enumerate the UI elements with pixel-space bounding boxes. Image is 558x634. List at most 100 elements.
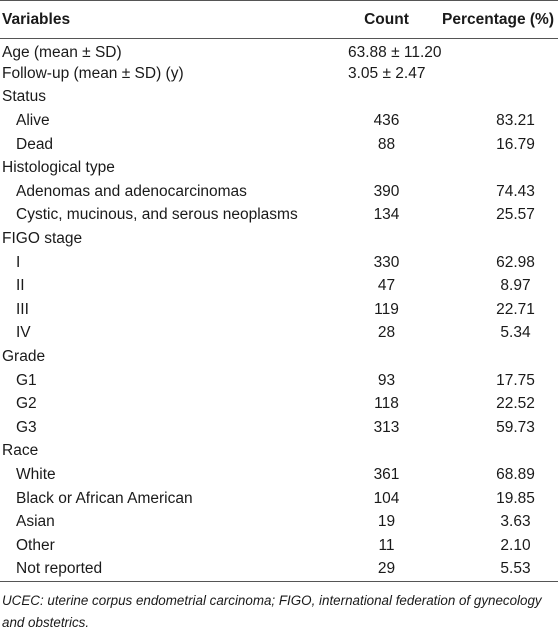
header-count: Count [300, 0, 425, 39]
row-percentage: 5.34 [500, 324, 531, 342]
row-percentage [425, 440, 558, 464]
table-row: G1 93 17.75 [0, 369, 558, 393]
row-count: 390 [373, 182, 400, 200]
row-count: 313 [373, 418, 400, 436]
row-count [300, 86, 425, 110]
row-label: G3 [16, 418, 37, 436]
row-percentage: 22.52 [496, 395, 535, 413]
table-row: Asian 19 3.63 [0, 510, 558, 534]
table-row: Black or African American 104 19.85 [0, 487, 558, 511]
table-row: Grade [0, 345, 558, 369]
row-count: 29 [300, 557, 425, 582]
row-count: 118 [374, 395, 399, 413]
table-row: III 119 22.71 [0, 298, 558, 322]
table-row: Adenomas and adenocarcinomas 390 74.43 [0, 180, 558, 204]
row-percentage: 17.75 [496, 371, 535, 389]
row-label: Not reported [0, 557, 300, 582]
row-label: Alive [16, 112, 50, 130]
table-row: Race [0, 440, 558, 464]
table-row: Age (mean ± SD) 63.88 ± 11.20 [0, 39, 558, 63]
header-variables: Variables [0, 0, 300, 39]
row-label: Dead [16, 135, 54, 153]
row-count [300, 440, 425, 464]
row-label: Status [2, 88, 46, 106]
table-row: White 361 68.89 [0, 463, 558, 487]
row-count: 63.88 ± 11.20 [348, 43, 442, 61]
row-percentage: 59.73 [496, 418, 535, 436]
row-label: Cystic, mucinous, and serous neoplasms [16, 206, 298, 224]
row-label: Adenomas and adenocarcinomas [16, 182, 247, 200]
row-label: I [16, 253, 21, 271]
row-count: 361 [373, 465, 400, 483]
table-row: G3 313 59.73 [0, 416, 558, 440]
row-label: III [16, 300, 29, 318]
row-label: Asian [16, 513, 55, 531]
row-percentage: 25.57 [496, 206, 535, 224]
row-percentage: 8.97 [500, 277, 531, 295]
row-label: Race [2, 442, 39, 460]
row-label: IV [16, 324, 31, 342]
table-row: II 47 8.97 [0, 274, 558, 298]
row-percentage: 68.89 [496, 465, 535, 483]
row-count: 119 [374, 300, 399, 318]
row-percentage [425, 227, 558, 251]
row-percentage [425, 86, 558, 110]
row-label: Follow-up (mean ± SD) (y) [2, 64, 184, 82]
row-count: 3.05 ± 2.47 [348, 64, 426, 82]
row-percentage: 22.71 [496, 300, 535, 318]
row-percentage [425, 156, 558, 180]
table-body: Age (mean ± SD) 63.88 ± 11.20 Follow-up (m… [0, 39, 558, 582]
table-header: Variables Count Percentage (%) [0, 0, 558, 39]
row-percentage [425, 345, 558, 369]
table-row: Not reported 29 5.53 [0, 557, 558, 582]
table-row: Alive 436 83.21 [0, 109, 558, 133]
clinical-characteristics-table: Variables Count Percentage (%) Age (mean… [0, 0, 558, 582]
row-count [300, 156, 425, 180]
header-row: Variables Count Percentage (%) [0, 0, 558, 39]
header-percentage: Percentage (%) [425, 0, 558, 39]
table-footnote: UCEC: uterine corpus endometrial carcino… [2, 592, 542, 630]
row-percentage: 19.85 [496, 489, 535, 507]
row-percentage [425, 62, 558, 86]
row-label: Grade [2, 348, 46, 366]
table-row: Other 11 2.10 [0, 534, 558, 558]
row-count: 104 [373, 489, 400, 507]
row-percentage: 3.63 [500, 513, 531, 531]
row-percentage: 74.43 [496, 182, 535, 200]
row-percentage: 16.79 [496, 135, 535, 153]
row-count [300, 227, 425, 251]
row-percentage: 62.98 [496, 253, 535, 271]
row-count: 19 [377, 513, 396, 531]
row-percentage [425, 39, 558, 63]
table-row: Follow-up (mean ± SD) (y) 3.05 ± 2.47 [0, 62, 558, 86]
row-label: II [16, 277, 25, 295]
row-count: 28 [377, 324, 396, 342]
table-row: IV 28 5.34 [0, 322, 558, 346]
row-percentage: 2.10 [500, 536, 531, 554]
row-count: 93 [377, 371, 396, 389]
table-row: Cystic, mucinous, and serous neoplasms 13… [0, 204, 558, 228]
row-label: Age (mean ± SD) [2, 43, 122, 61]
row-label: G1 [16, 371, 37, 389]
table-row: Status [0, 86, 558, 110]
row-count: 47 [377, 277, 396, 295]
row-label: G2 [16, 395, 37, 413]
table-row: I 330 62.98 [0, 251, 558, 275]
table-row: Histological type [0, 156, 558, 180]
row-label: White [16, 465, 56, 483]
row-label: FIGO stage [2, 230, 83, 248]
row-label: Black or African American [16, 489, 193, 507]
row-label: Other [16, 536, 55, 554]
row-count: 436 [373, 112, 400, 130]
row-count: 134 [373, 206, 400, 224]
row-percentage: 5.53 [425, 557, 558, 582]
table-row: FIGO stage [0, 227, 558, 251]
row-percentage: 83.21 [496, 112, 535, 130]
table-row: Dead 88 16.79 [0, 133, 558, 157]
row-label: Histological type [2, 159, 115, 177]
row-count [300, 345, 425, 369]
table-row: G2 118 22.52 [0, 392, 558, 416]
row-count: 11 [378, 536, 395, 554]
row-count: 330 [373, 253, 400, 271]
